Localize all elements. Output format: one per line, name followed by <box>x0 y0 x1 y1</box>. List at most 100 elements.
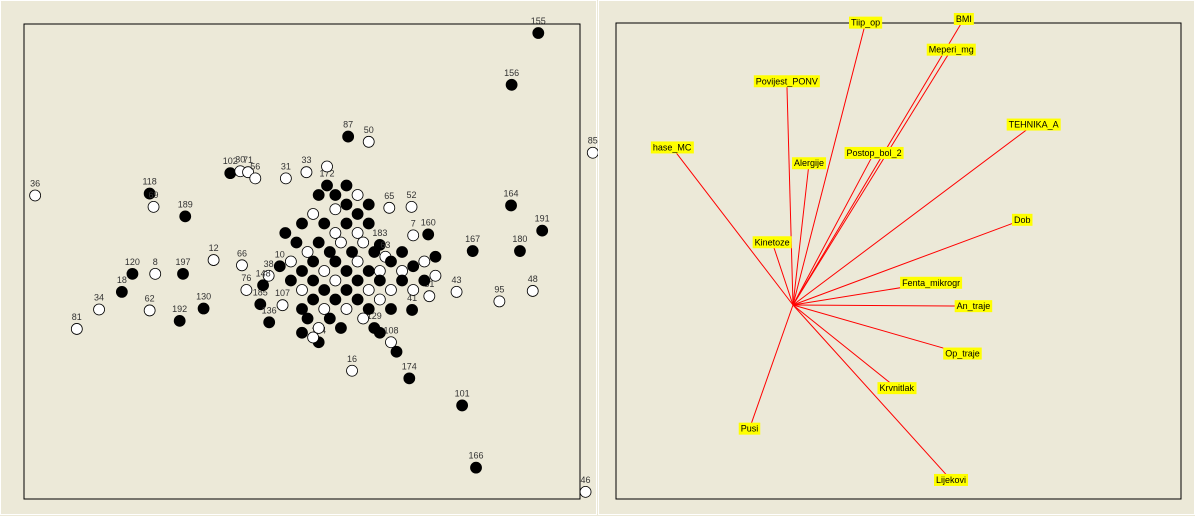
data-point <box>335 236 347 249</box>
data-point-marker <box>279 227 292 239</box>
data-point-label: 18 <box>117 275 127 285</box>
variable-name: Fenta_mikrogr <box>902 278 960 288</box>
data-point-marker <box>362 217 375 230</box>
label-background <box>753 75 820 88</box>
data-point <box>329 189 342 201</box>
data-point-marker <box>307 208 320 220</box>
data-point-marker <box>296 217 308 230</box>
data-point: 180 <box>512 234 527 257</box>
data-point-marker <box>357 312 370 325</box>
data-point-marker <box>407 229 420 242</box>
data-point-marker <box>351 189 364 201</box>
data-point-label: 34 <box>94 292 104 302</box>
data-point <box>323 312 336 325</box>
data-point <box>418 255 431 268</box>
variable-name: Postop_bol_2 <box>847 148 902 158</box>
data-point: 66 <box>236 248 248 272</box>
data-point-marker <box>456 399 469 412</box>
data-point: 41 <box>406 293 418 316</box>
data-point-marker <box>329 227 342 239</box>
loading-vector-label: Kinetoze <box>752 236 792 249</box>
data-point <box>346 246 358 258</box>
data-point-label: 48 <box>528 274 538 284</box>
data-point-marker <box>418 274 431 287</box>
data-point-label: 46 <box>581 475 591 485</box>
data-point-marker <box>307 255 320 268</box>
loading-plot-panel: Tiip_op BMI Meperi_mg Povijest_PONV hase_MC T… <box>598 0 1195 515</box>
data-point <box>351 293 364 306</box>
data-point <box>373 274 386 287</box>
data-point-marker <box>396 246 408 258</box>
label-background <box>650 141 694 154</box>
data-point-marker <box>346 364 358 377</box>
data-point-marker <box>307 274 320 287</box>
data-point: 18 <box>115 275 128 298</box>
data-point: 108 <box>383 325 398 349</box>
data-point-label: 197 <box>176 257 191 267</box>
label-background <box>953 12 974 25</box>
data-point-marker <box>406 304 418 316</box>
data-point <box>329 203 342 216</box>
data-point-marker <box>279 172 292 185</box>
data-point: 155 <box>531 16 546 39</box>
data-point <box>296 217 308 230</box>
data-point: 191 <box>535 214 550 237</box>
data-point: 148 <box>256 268 271 292</box>
data-point-marker <box>579 485 592 498</box>
data-point-marker <box>340 179 353 192</box>
data-point <box>318 217 331 230</box>
data-point-marker <box>532 27 545 39</box>
variable-name: TEHNIKA_A <box>1009 120 1059 130</box>
loading-vector-label: Povijest_PONV <box>753 75 820 88</box>
data-point <box>340 198 353 211</box>
data-point <box>351 274 364 287</box>
variable-name: Povijest_PONV <box>756 76 818 86</box>
data-point-marker <box>115 285 128 298</box>
data-point: 189 <box>178 199 193 223</box>
data-point-marker <box>536 224 549 237</box>
data-point-marker <box>418 255 431 268</box>
data-point <box>284 274 297 287</box>
data-point-marker <box>429 269 442 282</box>
data-point-marker <box>284 274 297 287</box>
data-point-label: 107 <box>275 288 290 298</box>
loading-vector-label: Alergije <box>792 157 827 170</box>
data-point-marker <box>407 284 420 296</box>
data-point-label: 101 <box>455 388 470 398</box>
data-point-marker <box>340 217 353 230</box>
data-point-marker <box>207 254 220 266</box>
data-point-marker <box>362 265 375 277</box>
data-point: 8 <box>149 257 162 280</box>
score-plot-panel: 155 156 85 36 118 69 189 102 30 71 56 31 33 50 87 65 52 1… <box>0 0 598 515</box>
data-point-label: 118 <box>142 177 156 187</box>
label-background <box>954 300 993 313</box>
data-point-marker <box>423 290 436 303</box>
loading-vector <box>792 219 1023 306</box>
data-point-label: 87 <box>343 120 353 130</box>
variable-name: Meperi_mg <box>929 45 974 55</box>
data-point-marker <box>284 255 297 268</box>
data-point: 118 <box>142 177 157 200</box>
loading-vector-label: Fenta_mikrogr <box>900 276 963 289</box>
label-background <box>934 473 969 486</box>
data-point-marker <box>307 331 320 344</box>
data-point-marker <box>351 293 364 306</box>
data-point-label: 10 <box>275 249 285 259</box>
data-point-marker <box>351 255 364 268</box>
data-point: 76 <box>240 273 253 296</box>
data-point-marker <box>312 189 325 201</box>
data-point <box>351 208 364 220</box>
data-point-marker <box>493 295 506 308</box>
data-point-marker <box>307 293 320 306</box>
data-point-label: 130 <box>196 292 211 302</box>
data-point-label: 167 <box>465 234 480 244</box>
data-point-marker <box>224 167 237 180</box>
data-point: 34 <box>93 292 105 316</box>
data-point-marker <box>197 302 210 315</box>
data-point: 10 <box>273 249 286 273</box>
data-point-label: 155 <box>531 16 546 26</box>
data-point-marker <box>276 299 289 312</box>
data-point-marker <box>342 130 355 143</box>
data-point <box>385 284 397 296</box>
loading-vector-label: Dob <box>1011 213 1033 226</box>
